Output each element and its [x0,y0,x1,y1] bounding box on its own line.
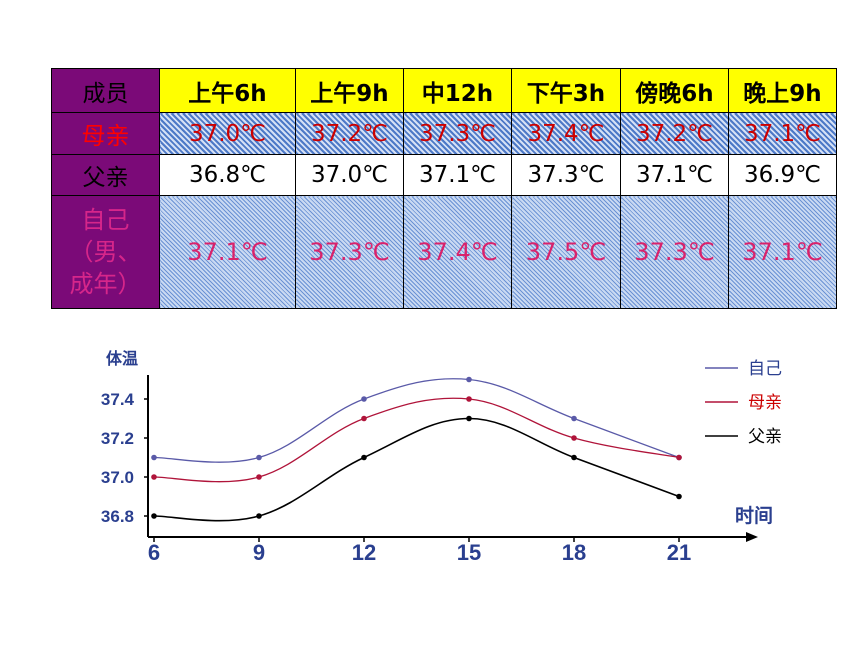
header-cell-6am: 上午6h [159,68,296,113]
series-line-1 [153,397,680,483]
y-axis-label: 体温 [106,349,138,368]
data-point [676,493,682,500]
row-label-line: （男、 [69,238,142,266]
table-cell: 37.3℃ [511,154,621,196]
header-cell-6pm: 傍晚6h [620,68,729,113]
x-tick-label: 18 [562,540,586,565]
header-cell-9pm: 晚上9h [728,68,837,113]
data-point [361,454,367,461]
table-cell: 37.1℃ [403,154,512,196]
row-label-mother: 母亲 [51,112,160,155]
x-tick-label: 9 [253,540,265,565]
header-cell-3pm: 下午3h [511,68,621,113]
data-point [361,396,367,402]
y-tick-label: 37.0 [101,468,134,487]
table-cell: 37.5℃ [511,195,621,309]
row-label-self: 自己 （男、 成年） [51,195,160,309]
y-tick-label: 37.4 [101,390,135,409]
table-cell: 37.3℃ [620,195,729,309]
data-point [151,513,157,519]
table-cell: 37.1℃ [728,195,837,309]
x-tick-label: 21 [667,540,691,565]
chart-ticks: 36.8 37.0 37.2 37.4 6 9 12 15 18 21 [101,390,691,565]
y-tick-label: 37.2 [101,429,134,448]
chart-axes [147,375,758,542]
table-header-row: 成员 上午6h 上午9h 中12h 下午3h 傍晚6h 晚上9h [51,68,837,113]
series-line-2 [153,417,680,522]
row-label-father: 父亲 [51,154,160,196]
data-point [466,376,472,383]
data-point [676,454,682,461]
legend-label: 母亲 [748,393,782,412]
header-cell-member: 成员 [51,68,160,113]
table-cell: 37.1℃ [728,112,837,155]
table-cell: 37.2℃ [620,112,729,155]
data-point [151,474,157,480]
table-cell: 37.3℃ [403,112,512,155]
table-cell: 37.4℃ [511,112,621,155]
table-cell: 37.1℃ [620,154,729,196]
series-line-0 [153,378,680,463]
y-tick-label: 36.8 [101,507,134,526]
legend-label: 父亲 [748,427,782,446]
table-cell: 36.9℃ [728,154,837,196]
chart-series-points [151,376,682,519]
legend-label: 自己 [748,359,782,378]
table-cell: 37.0℃ [159,112,296,155]
table-cell: 36.8℃ [159,154,296,196]
row-label-line: 自己 [81,206,130,234]
x-tick-label: 6 [148,540,160,565]
x-axis-arrow [746,532,758,542]
table-cell: 37.3℃ [295,195,404,309]
header-cell-9am: 上午9h [295,68,404,113]
data-point [256,454,262,461]
chart-series-lines [153,378,680,522]
data-point [571,415,577,422]
table-cell: 37.0℃ [295,154,404,196]
table-cell: 37.2℃ [295,112,404,155]
data-point [466,415,472,422]
data-point [151,454,157,461]
x-axis-label: 时间 [735,505,773,527]
data-point [571,454,577,461]
table-cell: 37.1℃ [159,195,296,309]
header-cell-noon: 中12h [403,68,512,113]
x-tick-label: 12 [352,540,376,565]
row-label-line: 成年） [69,270,142,298]
data-point [571,435,577,441]
table-cell: 37.4℃ [403,195,512,309]
data-point [256,474,262,480]
data-point [256,513,262,519]
data-point [466,396,472,402]
x-tick-label: 15 [457,540,481,565]
table-row-self: 自己 （男、 成年） 37.1℃ 37.3℃ 37.4℃ 37.5℃ 37.3℃… [51,195,837,309]
table-row-father: 父亲 36.8℃ 37.0℃ 37.1℃ 37.3℃ 37.1℃ 36.9℃ [51,154,837,196]
data-point [361,415,367,422]
temperature-table: 成员 上午6h 上午9h 中12h 下午3h 傍晚6h 晚上9h 母亲 37.0… [51,68,837,309]
table-row-mother: 母亲 37.0℃ 37.2℃ 37.3℃ 37.4℃ 37.2℃ 37.1℃ [51,112,837,155]
